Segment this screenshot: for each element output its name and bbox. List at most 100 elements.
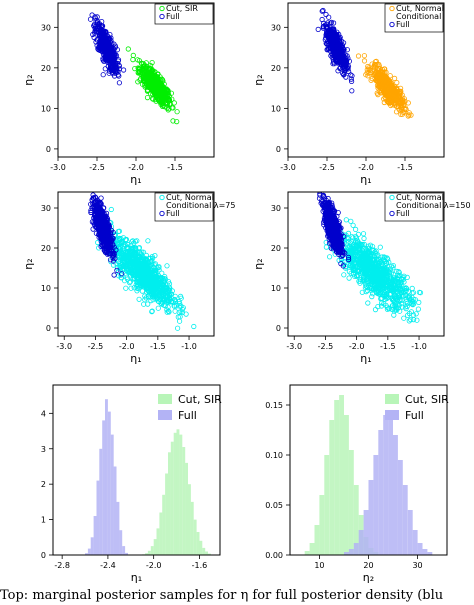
- point: [375, 77, 382, 83]
- point: [345, 254, 352, 260]
- point: [109, 63, 115, 69]
- point: [104, 33, 110, 39]
- point: [377, 81, 383, 87]
- point: [91, 200, 98, 206]
- point: [152, 253, 158, 259]
- point: [102, 66, 108, 72]
- point: [395, 305, 401, 311]
- point: [328, 19, 335, 25]
- point: [91, 203, 97, 209]
- legend-box: [154, 3, 214, 25]
- legend-label: Full: [166, 209, 180, 218]
- x-axis-label: η₁: [130, 352, 141, 365]
- point: [365, 300, 371, 306]
- point: [164, 291, 170, 297]
- legend-marker: [159, 5, 165, 12]
- point: [147, 258, 153, 265]
- point: [396, 269, 402, 275]
- point: [398, 111, 404, 118]
- point: [116, 228, 123, 234]
- point: [388, 275, 394, 281]
- point: [396, 269, 402, 276]
- point: [125, 46, 131, 52]
- point: [148, 279, 154, 286]
- point: [128, 264, 134, 271]
- y-tick-label: 20: [41, 64, 51, 73]
- x-axis-label: η₁: [130, 173, 141, 186]
- point: [338, 56, 345, 62]
- point: [177, 314, 183, 320]
- point: [90, 226, 96, 232]
- y-tick-label: 10: [271, 104, 281, 113]
- point: [390, 289, 396, 295]
- x-tick-label: -2.0: [128, 163, 144, 172]
- point: [102, 249, 109, 255]
- point: [378, 267, 384, 273]
- series-cut-normal-conditional: [355, 53, 414, 119]
- point: [156, 267, 162, 273]
- point: [372, 306, 379, 313]
- point: [328, 53, 334, 59]
- y-tick-label: 30: [41, 204, 51, 213]
- point: [414, 317, 420, 323]
- point: [402, 98, 408, 105]
- point: [149, 309, 155, 315]
- point: [116, 80, 123, 86]
- point: [106, 230, 112, 236]
- x-tick-label: -1.5: [150, 342, 166, 351]
- point: [345, 66, 351, 72]
- point: [382, 293, 388, 299]
- plot-area: [88, 192, 197, 331]
- point: [403, 296, 409, 302]
- series-cut-normal-conditional-75: [93, 206, 197, 331]
- x-tick-label: -1.0: [181, 342, 197, 351]
- x-tick-label: -2.5: [88, 342, 104, 351]
- point: [365, 73, 371, 79]
- point: [346, 269, 352, 275]
- point: [151, 277, 157, 283]
- point: [142, 283, 148, 289]
- point: [125, 242, 131, 248]
- point: [406, 112, 412, 118]
- legend-box: [154, 192, 214, 222]
- point: [381, 66, 387, 72]
- point: [147, 83, 153, 90]
- point: [352, 226, 359, 232]
- point: [328, 26, 334, 32]
- point: [156, 80, 162, 87]
- point: [135, 70, 141, 76]
- point: [346, 238, 352, 244]
- point: [137, 251, 144, 257]
- point: [333, 32, 339, 39]
- y-tick-label: 0: [46, 145, 51, 154]
- point: [365, 257, 371, 263]
- point: [388, 263, 395, 269]
- point: [316, 0, 320, 2]
- point: [92, 203, 98, 209]
- x-axis-label: η₁: [360, 173, 371, 186]
- x-axis: -3.0 -2.5 -2.0 -1.5η₁: [280, 157, 413, 186]
- point: [368, 257, 374, 263]
- point: [100, 72, 106, 78]
- point: [124, 274, 130, 280]
- point: [373, 58, 379, 64]
- point: [136, 296, 142, 302]
- point: [140, 75, 146, 82]
- point: [338, 46, 344, 53]
- point: [100, 56, 106, 62]
- point: [127, 260, 134, 266]
- point: [371, 63, 377, 70]
- point: [326, 14, 332, 20]
- point: [409, 285, 415, 291]
- point: [352, 239, 359, 245]
- point: [135, 277, 141, 283]
- point: [94, 217, 100, 223]
- point: [109, 235, 116, 241]
- point: [143, 286, 150, 292]
- point: [342, 67, 348, 74]
- point: [321, 20, 327, 26]
- point: [358, 261, 364, 267]
- point: [376, 256, 382, 263]
- point: [390, 287, 396, 293]
- point: [191, 323, 197, 330]
